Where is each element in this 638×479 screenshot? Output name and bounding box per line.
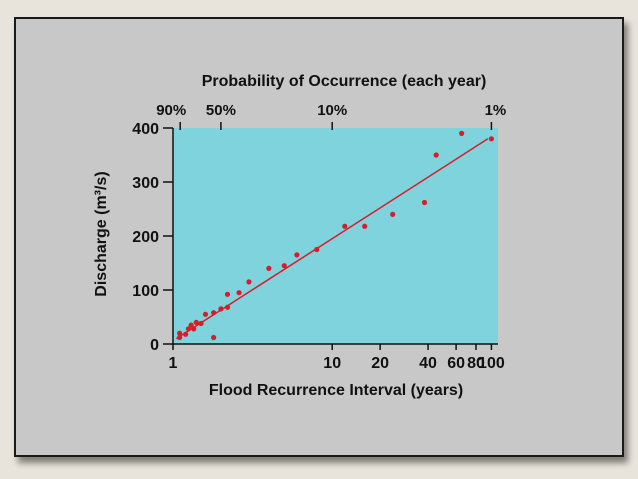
data-point-22 xyxy=(390,211,396,217)
data-point-5 xyxy=(191,326,197,332)
x-tick-label-80: 80 xyxy=(467,355,485,372)
data-point-13 xyxy=(224,304,231,310)
data-point-2 xyxy=(183,331,189,337)
y-tick-label-100: 100 xyxy=(132,283,159,300)
y-tick-label-200: 200 xyxy=(132,229,159,246)
data-point-0 xyxy=(176,330,183,336)
data-point-11 xyxy=(218,306,224,312)
data-point-7 xyxy=(198,320,204,327)
x-tick-label-40: 40 xyxy=(419,355,437,372)
y-tick-label-300: 300 xyxy=(132,175,159,192)
data-point-23 xyxy=(421,199,428,206)
data-point-6 xyxy=(193,319,199,325)
x-tick-label-60: 60 xyxy=(447,355,465,372)
x-tick-label-100: 100 xyxy=(478,355,505,372)
data-point-1 xyxy=(176,334,183,341)
top-tick-label-2: 10% xyxy=(317,102,347,119)
data-point-14 xyxy=(236,290,242,296)
x-axis-label: Flood Recurrence Interval (years) xyxy=(209,382,463,399)
data-point-26 xyxy=(488,136,495,142)
x-tick-label-1: 1 xyxy=(169,355,178,372)
flood-chart: Probability of Occurrence (each year) 01… xyxy=(93,73,507,399)
y-tick-label-0: 0 xyxy=(150,337,159,354)
y-tick-label-400: 400 xyxy=(132,121,159,138)
data-point-12 xyxy=(224,291,231,297)
y-axis-label: Discharge (m³/s) xyxy=(93,171,110,296)
data-point-25 xyxy=(459,130,465,136)
data-point-8 xyxy=(202,311,209,317)
x-tick-label-10: 10 xyxy=(323,355,341,372)
data-point-19 xyxy=(314,246,320,253)
data-point-4 xyxy=(188,322,194,328)
data-point-9 xyxy=(211,310,217,316)
data-point-24 xyxy=(433,152,439,158)
top-tick-label-3: 1% xyxy=(485,102,507,119)
top-axis-title: Probability of Occurrence (each year) xyxy=(202,73,487,90)
top-tick-label-0: 90% xyxy=(156,102,186,119)
data-point-20 xyxy=(342,223,348,229)
data-point-3 xyxy=(185,326,192,332)
data-point-18 xyxy=(294,252,300,258)
top-tick-label-1: 50% xyxy=(206,102,236,119)
data-point-10 xyxy=(211,334,217,341)
data-point-17 xyxy=(281,263,287,269)
x-tick-label-20: 20 xyxy=(371,355,389,372)
data-point-16 xyxy=(266,265,272,271)
data-point-21 xyxy=(362,223,368,229)
data-point-15 xyxy=(246,279,252,285)
